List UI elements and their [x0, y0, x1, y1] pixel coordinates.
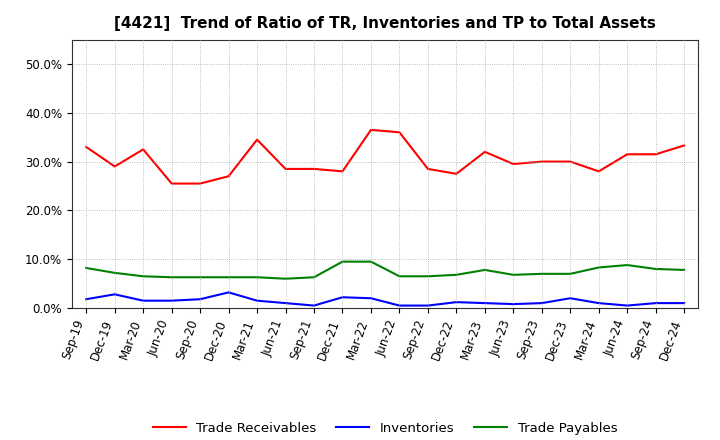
Trade Receivables: [680, 143, 688, 148]
Trade Receivables: [253, 137, 261, 142]
Trade Payables: [282, 276, 290, 281]
Trade Payables: [652, 266, 660, 271]
Trade Receivables: [366, 127, 375, 132]
Inventories: [253, 298, 261, 303]
Trade Payables: [139, 274, 148, 279]
Legend: Trade Receivables, Inventories, Trade Payables: Trade Receivables, Inventories, Trade Pa…: [148, 417, 623, 440]
Trade Payables: [167, 275, 176, 280]
Trade Receivables: [225, 174, 233, 179]
Inventories: [139, 298, 148, 303]
Inventories: [82, 297, 91, 302]
Trade Receivables: [452, 171, 461, 176]
Inventories: [110, 292, 119, 297]
Inventories: [395, 303, 404, 308]
Trade Receivables: [82, 144, 91, 150]
Inventories: [595, 301, 603, 306]
Trade Payables: [509, 272, 518, 278]
Trade Receivables: [652, 152, 660, 157]
Trade Payables: [82, 265, 91, 271]
Inventories: [338, 295, 347, 300]
Inventories: [196, 297, 204, 302]
Inventories: [566, 296, 575, 301]
Trade Payables: [110, 270, 119, 275]
Inventories: [652, 301, 660, 306]
Trade Payables: [452, 272, 461, 278]
Title: [4421]  Trend of Ratio of TR, Inventories and TP to Total Assets: [4421] Trend of Ratio of TR, Inventories…: [114, 16, 656, 32]
Line: Inventories: Inventories: [86, 293, 684, 305]
Trade Receivables: [623, 152, 631, 157]
Trade Receivables: [139, 147, 148, 152]
Inventories: [423, 303, 432, 308]
Trade Payables: [595, 265, 603, 270]
Trade Payables: [366, 259, 375, 264]
Trade Receivables: [395, 130, 404, 135]
Trade Receivables: [480, 149, 489, 154]
Trade Receivables: [566, 159, 575, 164]
Inventories: [680, 301, 688, 306]
Inventories: [282, 301, 290, 306]
Trade Payables: [480, 267, 489, 272]
Trade Receivables: [310, 166, 318, 172]
Line: Trade Payables: Trade Payables: [86, 262, 684, 279]
Trade Payables: [395, 274, 404, 279]
Trade Receivables: [110, 164, 119, 169]
Trade Payables: [423, 274, 432, 279]
Trade Receivables: [537, 159, 546, 164]
Trade Payables: [225, 275, 233, 280]
Trade Payables: [566, 271, 575, 276]
Inventories: [537, 301, 546, 306]
Inventories: [225, 290, 233, 295]
Trade Payables: [537, 271, 546, 276]
Trade Receivables: [509, 161, 518, 167]
Trade Payables: [310, 275, 318, 280]
Inventories: [167, 298, 176, 303]
Trade Payables: [680, 267, 688, 272]
Trade Payables: [253, 275, 261, 280]
Trade Payables: [623, 262, 631, 268]
Line: Trade Receivables: Trade Receivables: [86, 130, 684, 183]
Trade Payables: [196, 275, 204, 280]
Trade Receivables: [595, 169, 603, 174]
Inventories: [509, 301, 518, 307]
Trade Receivables: [338, 169, 347, 174]
Inventories: [366, 296, 375, 301]
Trade Receivables: [167, 181, 176, 186]
Trade Receivables: [282, 166, 290, 172]
Inventories: [480, 301, 489, 306]
Inventories: [452, 300, 461, 305]
Trade Receivables: [423, 166, 432, 172]
Inventories: [623, 303, 631, 308]
Inventories: [310, 303, 318, 308]
Trade Receivables: [196, 181, 204, 186]
Trade Payables: [338, 259, 347, 264]
